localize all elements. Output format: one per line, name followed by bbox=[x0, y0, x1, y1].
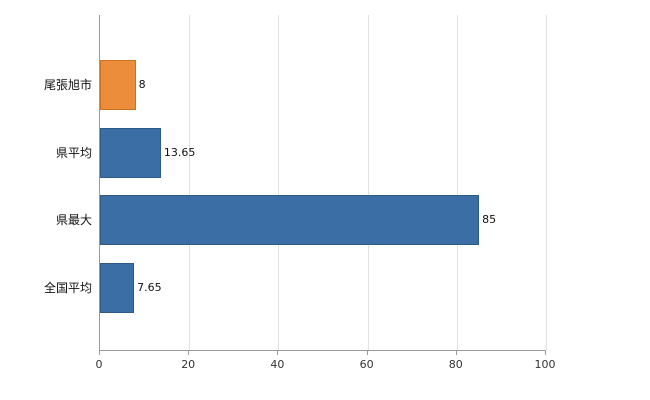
value-label: 8 bbox=[138, 78, 146, 91]
x-tick-mark bbox=[366, 351, 368, 355]
bar-3 bbox=[100, 262, 135, 313]
bar-0 bbox=[100, 60, 136, 110]
category-label: 尾張旭市 bbox=[43, 78, 92, 92]
category-label: 県平均 bbox=[55, 145, 92, 160]
gridline-x-100 bbox=[546, 15, 547, 350]
x-tick-label: 20 bbox=[181, 358, 196, 371]
x-tick-mark bbox=[277, 351, 279, 355]
plot-area bbox=[99, 15, 547, 351]
category-label: 県最大 bbox=[55, 213, 92, 227]
gridline-x-20 bbox=[189, 15, 191, 350]
x-tick-mark bbox=[99, 351, 100, 355]
bar-1 bbox=[100, 127, 161, 178]
x-tick-label: 100 bbox=[534, 358, 556, 371]
x-tick-mark bbox=[455, 351, 457, 355]
value-label: 13.65 bbox=[163, 145, 196, 159]
x-tick-label: 60 bbox=[359, 358, 374, 371]
x-tick-label: 40 bbox=[270, 358, 285, 371]
gridline-x-60 bbox=[367, 15, 369, 350]
value-label: 85 bbox=[482, 213, 497, 226]
x-tick-label: 80 bbox=[448, 358, 463, 371]
bar-2 bbox=[100, 195, 480, 245]
gridline-x-80 bbox=[456, 15, 458, 350]
x-tick-mark bbox=[188, 351, 190, 355]
gridline-x-40 bbox=[278, 15, 280, 350]
x-tick-label: 0 bbox=[95, 358, 103, 371]
value-label: 7.65 bbox=[137, 280, 162, 294]
category-label: 全国平均 bbox=[43, 280, 92, 295]
x-tick-mark bbox=[545, 351, 546, 355]
